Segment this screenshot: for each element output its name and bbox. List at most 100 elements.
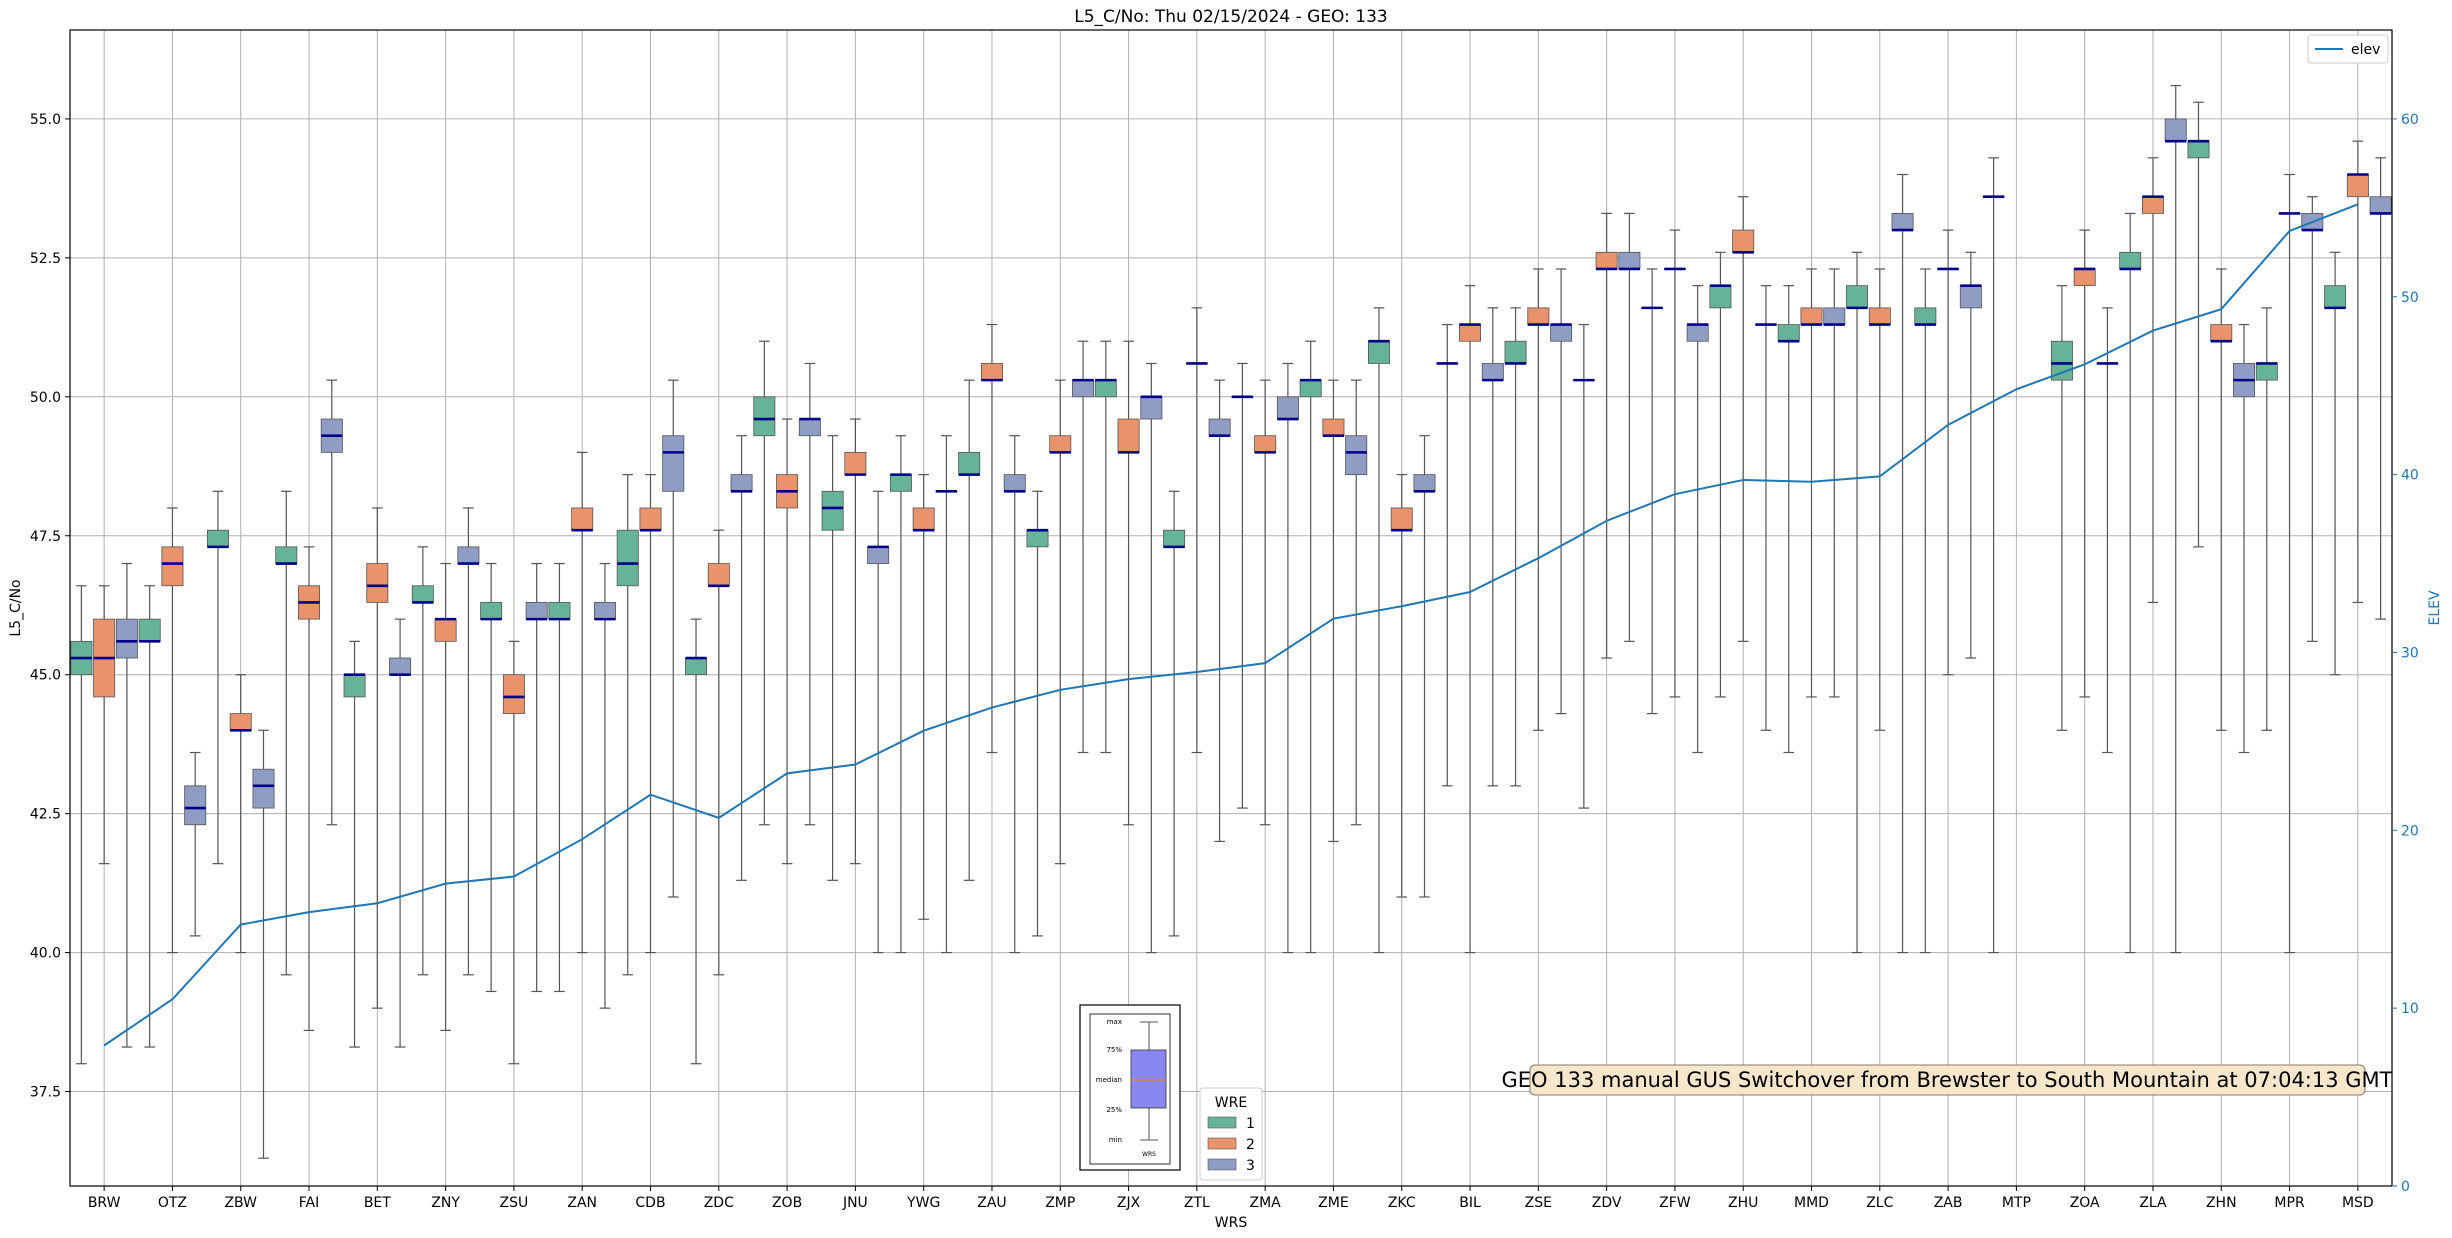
box-iqr	[252, 768, 275, 809]
box-iqr	[889, 474, 912, 492]
box-ZSE-wre1	[1504, 307, 1527, 787]
box-iqr	[571, 507, 594, 531]
box-ZOA-wre1	[2050, 285, 2073, 731]
wre-legend-label-3: 3	[1246, 1158, 1255, 1174]
box-ZLC-wre3	[1891, 173, 1914, 954]
box-ZTL-wre1	[1163, 490, 1186, 937]
box-iqr	[184, 785, 207, 826]
box-BIL-wre1	[1436, 323, 1459, 787]
box-iqr	[2369, 196, 2392, 214]
y-tick-label-52.5: 52.5	[30, 251, 61, 267]
elev-legend-label: elev	[2351, 42, 2380, 58]
box-iqr	[275, 546, 298, 564]
box-iqr	[1777, 324, 1800, 342]
box-ZDV-wre3	[1618, 212, 1641, 642]
box-iqr	[1846, 285, 1869, 309]
wre-legend-title: WRE	[1215, 1095, 1247, 1111]
box-MPR-wre2	[2278, 173, 2301, 954]
box-ZME-wre1	[1299, 340, 1322, 954]
wre-legend-swatch-1	[1207, 1116, 1237, 1129]
box-ZHU-wre2	[1732, 196, 1755, 642]
x-tick-label-ZAB: ZAB	[1934, 1195, 1963, 1211]
box-iqr	[2187, 140, 2210, 159]
x-tick-label-CDB: CDB	[635, 1195, 665, 1211]
box-FAI-wre3	[320, 379, 343, 826]
box-YWG-wre1	[889, 435, 912, 954]
box-CDB-wre2	[639, 474, 662, 954]
x-tick-label-JNU: JNU	[842, 1195, 868, 1211]
chart-title: L5_C/No: Thu 02/15/2024 - GEO: 133	[1074, 7, 1387, 27]
box-iqr	[1299, 379, 1322, 398]
x-tick-label-ZDV: ZDV	[1592, 1195, 1622, 1211]
box-ZBW-wre1	[206, 490, 229, 865]
box-iqr	[844, 451, 867, 476]
annotation-text: GEO 133 manual GUS Switchover from Brews…	[1502, 1068, 2393, 1092]
box-iqr	[548, 602, 571, 620]
wre-legend-swatch-2	[1207, 1137, 1237, 1150]
box-iqr	[1413, 474, 1436, 492]
y2-tick-label-40: 40	[2401, 468, 2419, 484]
elev-legend: elev	[2307, 34, 2389, 64]
wre-legend-label-1: 1	[1246, 1116, 1255, 1132]
box-CDB-wre1	[616, 474, 639, 976]
box-iqr	[980, 363, 1003, 381]
box-ZDV-wre2	[1595, 212, 1618, 659]
box-iqr	[2210, 324, 2233, 342]
box-ZNY-wre1	[411, 546, 434, 976]
box-ZJX-wre1	[1094, 340, 1117, 754]
box-iqr	[206, 529, 229, 548]
y2-axis-label: ELEV	[2427, 590, 2443, 625]
box-iqr	[1026, 529, 1049, 548]
key-label-max: max	[1107, 1018, 1122, 1026]
box-iqr	[1868, 307, 1891, 325]
key-label-75: 75%	[1106, 1046, 1122, 1054]
x-tick-label-YWG: YWG	[906, 1195, 940, 1211]
box-ZSU-wre3	[525, 562, 548, 993]
box-iqr	[867, 546, 890, 564]
box-ZLC-wre2	[1868, 268, 1891, 731]
y-tick-label-37.5: 37.5	[30, 1085, 61, 1101]
box-ZTL-wre3	[1208, 379, 1231, 843]
box-ZMP-wre2	[1049, 379, 1072, 865]
box-iqr	[1003, 474, 1026, 492]
box-iqr	[1823, 307, 1846, 325]
box-ZDC-wre3	[730, 435, 753, 881]
x-tick-label-ZSU: ZSU	[500, 1195, 529, 1211]
box-MMD-wre2	[1800, 268, 1823, 698]
box-iqr	[1208, 418, 1231, 437]
box-iqr	[2119, 251, 2142, 270]
box-ZFW-wre3	[1686, 285, 1709, 754]
box-iqr	[161, 546, 184, 587]
box-ZOA-wre2	[2073, 229, 2096, 698]
box-ZAB-wre1	[1914, 268, 1937, 954]
x-tick-label-ZJX: ZJX	[1117, 1195, 1141, 1211]
x-tick-label-ZFW: ZFW	[1659, 1195, 1691, 1211]
box-ZKC-wre3	[1413, 435, 1436, 898]
box-YWG-wre3	[935, 435, 958, 954]
box-MSD-wre1	[2324, 251, 2347, 676]
x-tick-label-ZME: ZME	[1318, 1195, 1349, 1211]
box-FAI-wre2	[298, 546, 321, 1031]
box-iqr	[2141, 196, 2164, 214]
elevation-line-layer	[103, 203, 2359, 1047]
box-MTP-wre1	[1982, 157, 2005, 954]
boxplot-key-inset: max 75% median 25% min WRS	[1079, 1004, 1181, 1171]
x-tick-label-BET: BET	[364, 1195, 391, 1211]
box-ZOB-wre1	[753, 340, 776, 826]
box-iqr	[730, 474, 753, 492]
box-iqr	[798, 418, 821, 437]
box-iqr	[707, 563, 730, 587]
box-iqr	[1276, 396, 1299, 420]
box-iqr	[366, 563, 389, 603]
x-tick-label-ZHU: ZHU	[1728, 1195, 1758, 1211]
box-iqr	[1504, 340, 1527, 364]
box-ZDC-wre1	[685, 618, 708, 1065]
box-iqr	[1481, 363, 1504, 381]
box-ZBW-wre2	[229, 674, 252, 954]
y2-tick-label-0: 0	[2401, 1179, 2410, 1195]
box-iqr	[411, 585, 434, 603]
key-label-25: 25%	[1106, 1106, 1122, 1114]
y-tick-label-55.0: 55.0	[30, 112, 61, 128]
key-box	[1130, 1049, 1167, 1109]
y-tick-label-45.0: 45.0	[30, 668, 61, 684]
